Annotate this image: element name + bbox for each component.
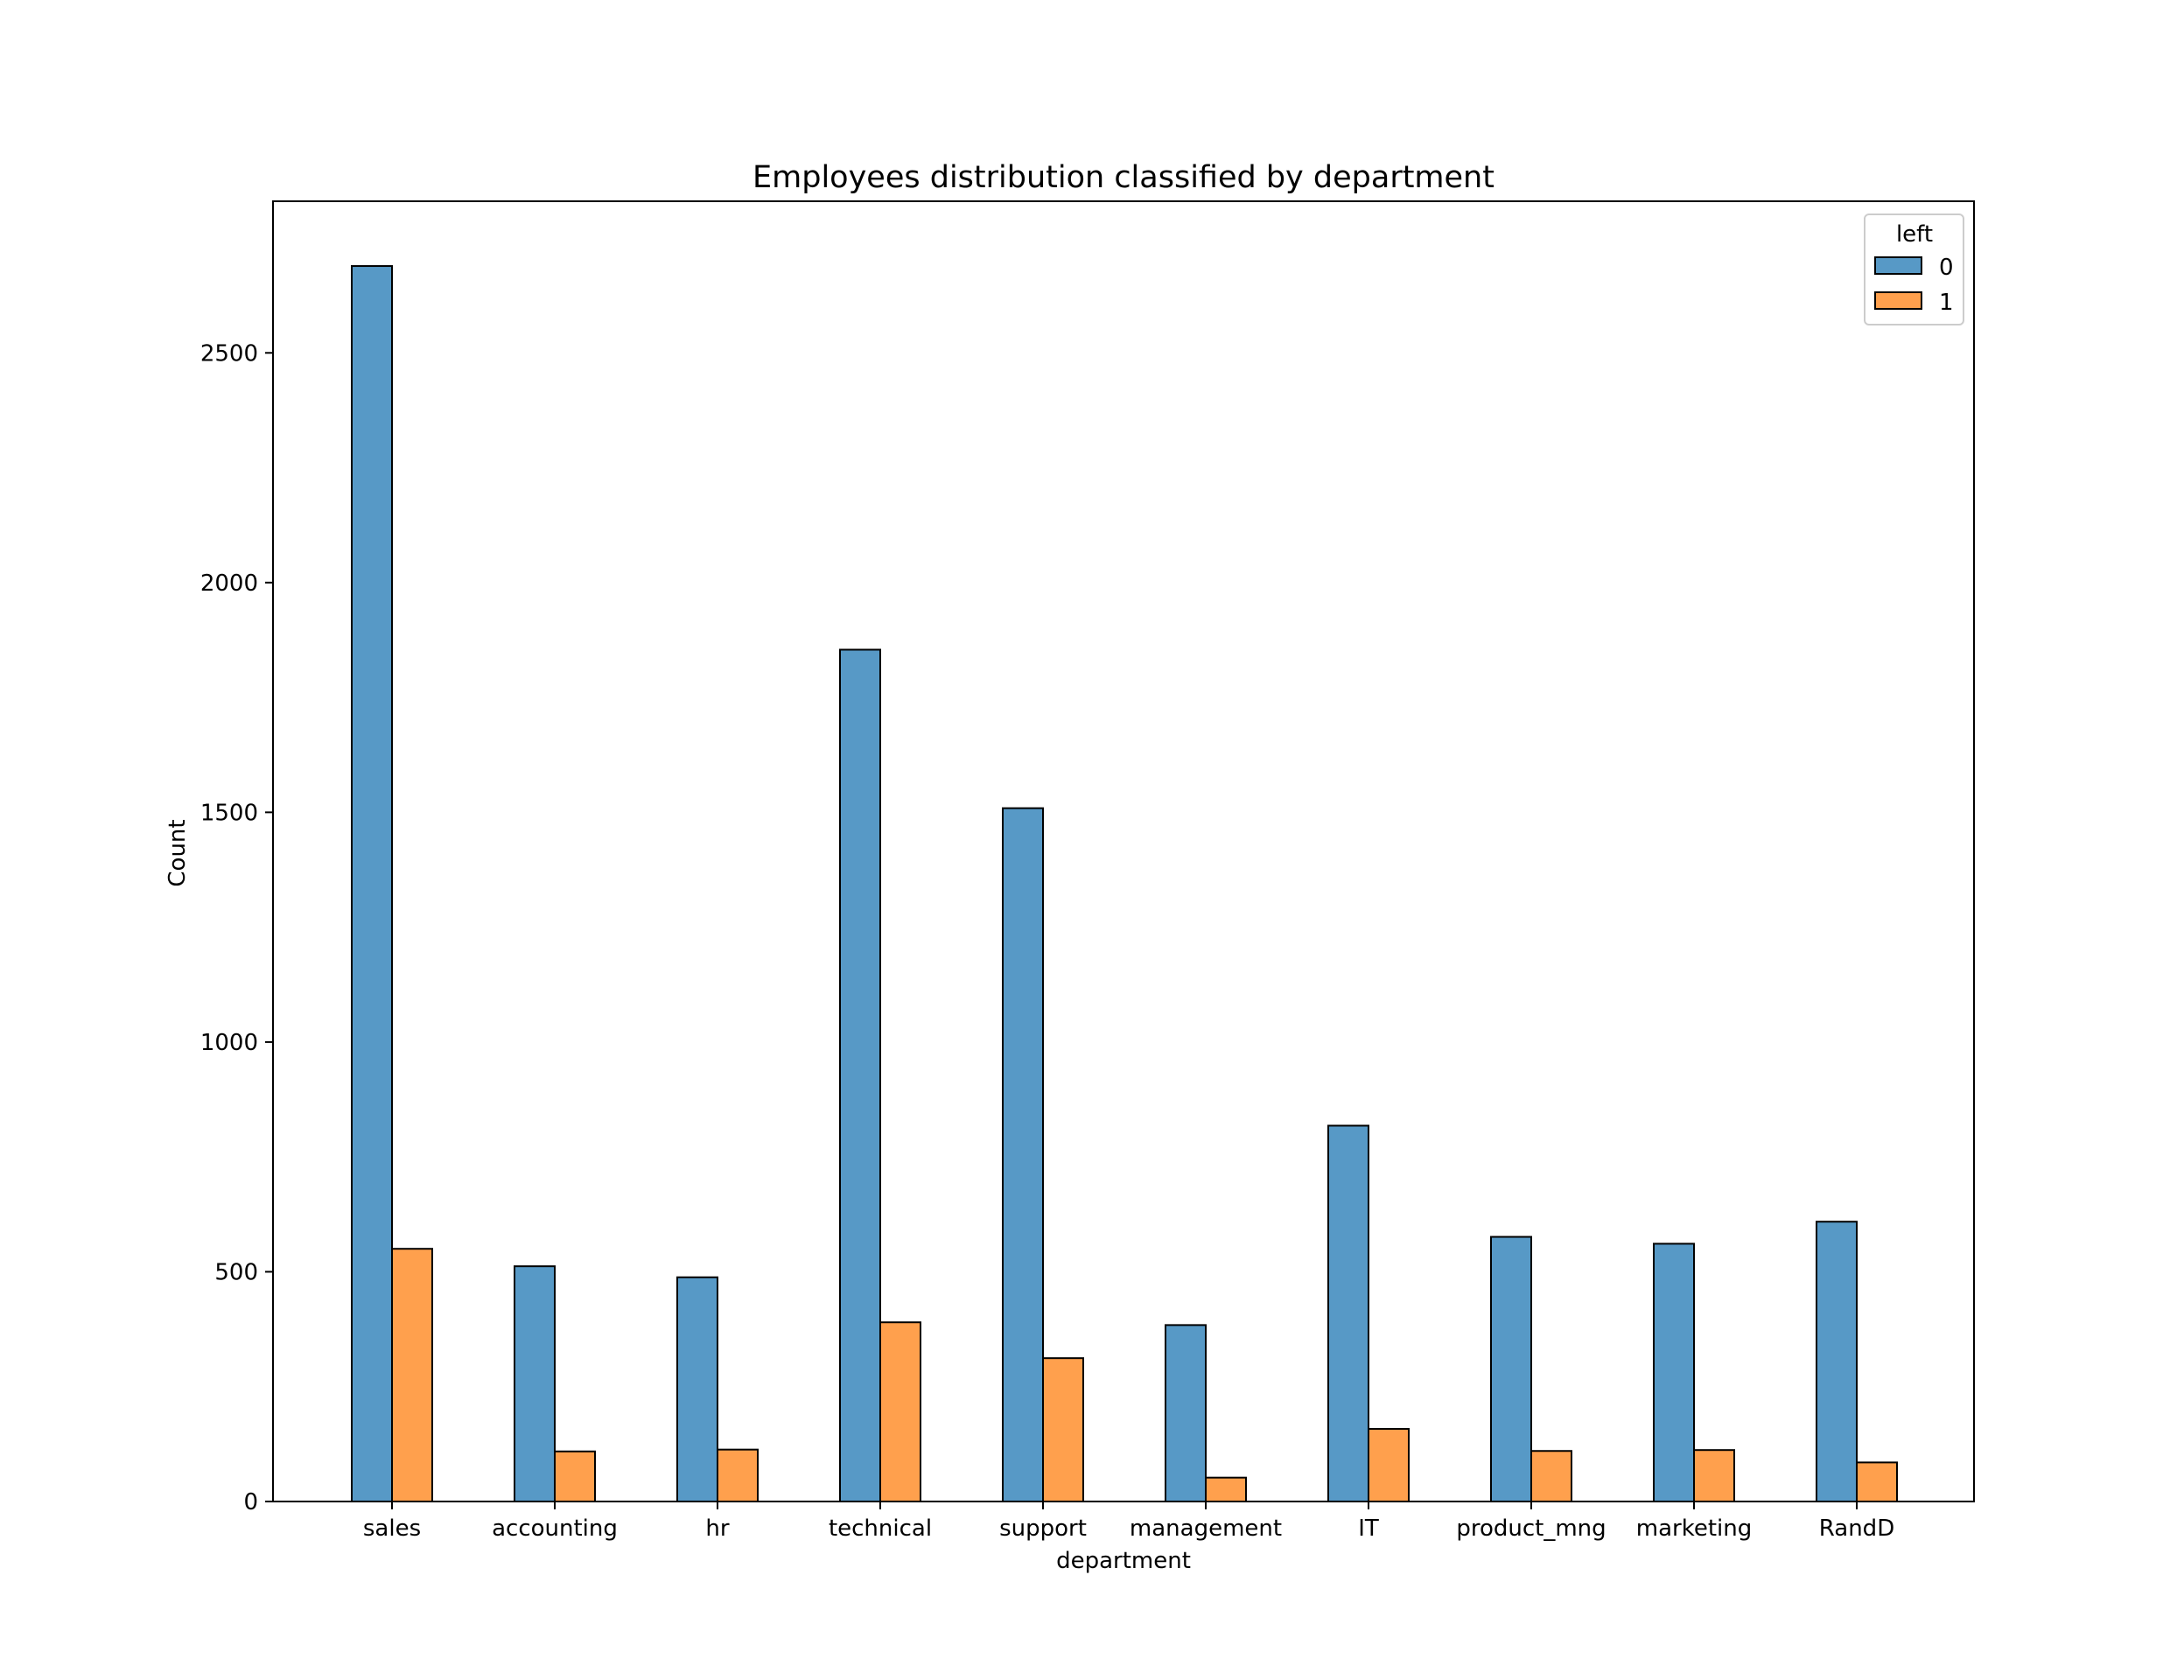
bar-accounting-left-0 bbox=[514, 1265, 556, 1502]
bar-IT-left-1 bbox=[1368, 1428, 1410, 1502]
bar-RandD-left-1 bbox=[1856, 1461, 1898, 1502]
bar-support-left-0 bbox=[1002, 807, 1044, 1502]
y-tick-label: 2500 bbox=[200, 340, 258, 367]
x-tick-label: hr bbox=[705, 1516, 729, 1542]
x-tick-label: technical bbox=[829, 1516, 932, 1542]
x-tick-label: product_mng bbox=[1456, 1516, 1606, 1542]
bar-support-left-1 bbox=[1042, 1357, 1084, 1503]
bar-IT-left-0 bbox=[1327, 1124, 1369, 1503]
bars-layer bbox=[351, 265, 1898, 1503]
legend-label-left-1: 1 bbox=[1939, 290, 1954, 316]
bar-marketing-left-1 bbox=[1693, 1449, 1735, 1502]
bar-marketing-left-0 bbox=[1653, 1242, 1695, 1502]
y-axis-label: Count bbox=[164, 819, 191, 886]
y-tick-label: 1000 bbox=[200, 1030, 258, 1056]
plot-frame bbox=[272, 200, 1975, 1502]
bar-technical-left-0 bbox=[839, 648, 881, 1502]
x-tick-label: sales bbox=[363, 1516, 421, 1542]
y-tick-label: 2000 bbox=[200, 570, 258, 597]
y-tick-label: 0 bbox=[243, 1489, 258, 1516]
bar-technical-left-1 bbox=[879, 1321, 921, 1503]
bar-accounting-left-1 bbox=[554, 1450, 596, 1503]
x-axis-label: department bbox=[1056, 1548, 1191, 1574]
x-tick-label: support bbox=[999, 1516, 1087, 1542]
y-tick-label: 500 bbox=[214, 1259, 258, 1285]
legend-swatch-left-0 bbox=[1874, 256, 1922, 275]
x-tick-label: marketing bbox=[1636, 1516, 1752, 1542]
x-axis: sales accounting hr technical support managem… bbox=[363, 1502, 1894, 1542]
bar-product_mng-left-1 bbox=[1530, 1450, 1572, 1502]
legend: left 0 1 bbox=[1864, 214, 1964, 326]
y-axis: 0 500 1000 1500 2000 2500 bbox=[200, 340, 273, 1516]
x-tick-label: IT bbox=[1358, 1516, 1379, 1542]
bar-product_mng-left-0 bbox=[1490, 1236, 1532, 1502]
bar-sales-left-1 bbox=[391, 1248, 433, 1502]
bar-hr-left-0 bbox=[676, 1276, 718, 1502]
bar-management-left-1 bbox=[1205, 1476, 1247, 1503]
bar-management-left-0 bbox=[1165, 1324, 1207, 1503]
bar-sales-left-0 bbox=[351, 265, 393, 1502]
x-tick-label: accounting bbox=[492, 1516, 618, 1542]
chart-title: Employees distribution classified by dep… bbox=[752, 160, 1494, 195]
bar-RandD-left-0 bbox=[1816, 1221, 1858, 1502]
legend-title: left bbox=[1896, 221, 1933, 248]
x-tick-label: management bbox=[1130, 1516, 1282, 1542]
legend-swatch-left-1 bbox=[1874, 291, 1922, 310]
x-tick-label: RandD bbox=[1819, 1516, 1894, 1542]
legend-label-left-0: 0 bbox=[1939, 255, 1954, 281]
y-tick-label: 1500 bbox=[200, 800, 258, 826]
bar-hr-left-1 bbox=[717, 1448, 759, 1503]
